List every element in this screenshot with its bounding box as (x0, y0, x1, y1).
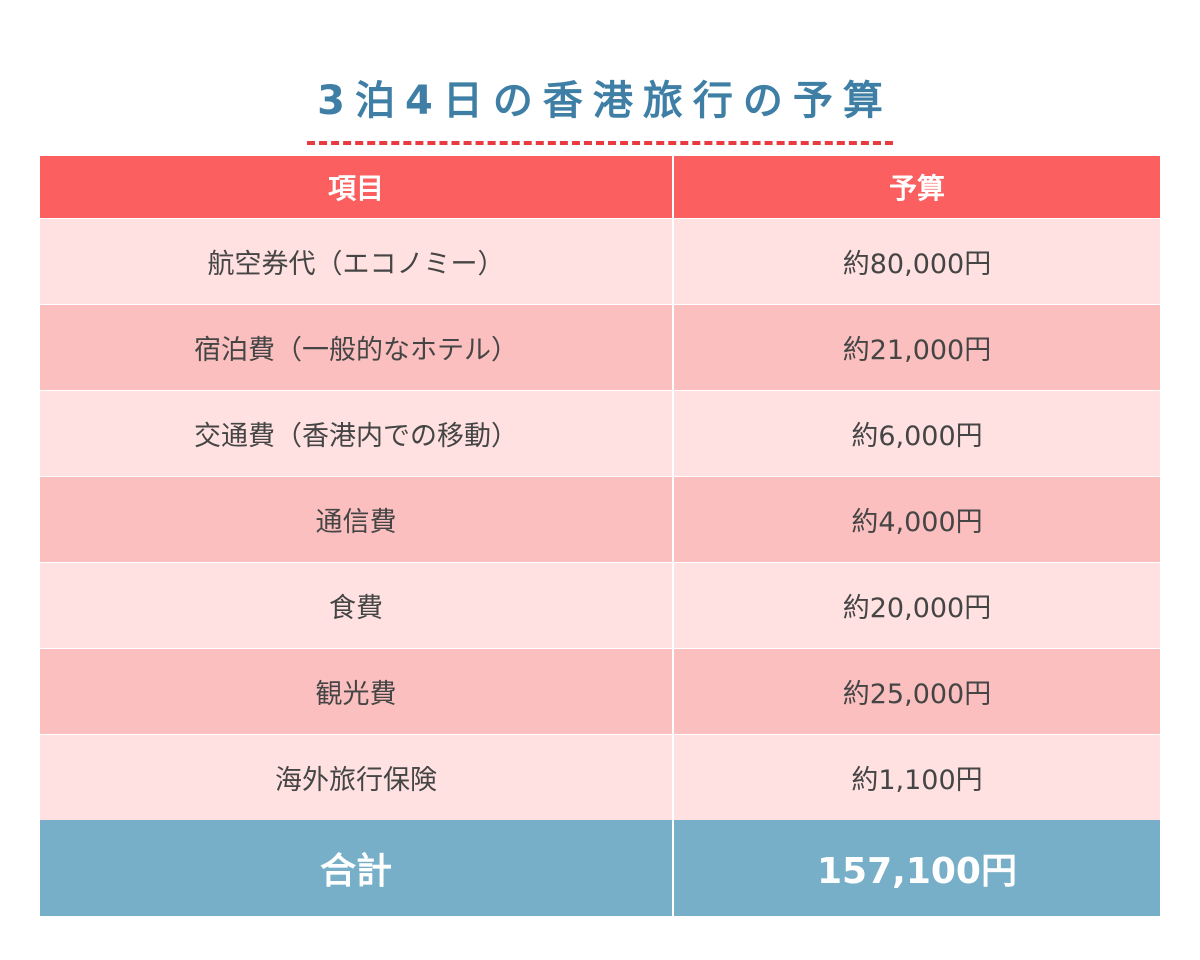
budget-cell: 約21,000円 (672, 304, 1160, 391)
budget-cell: 約20,000円 (672, 562, 1160, 649)
header-budget: 予算 (672, 156, 1160, 219)
total-value: 157,100円 (672, 820, 1160, 916)
table-row: 宿泊費（一般的なホテル） 約21,000円 (40, 304, 1160, 391)
title-container: 3泊4日の香港旅行の予算 (0, 48, 1200, 172)
item-cell: 観光費 (40, 648, 673, 735)
table-row: 通信費 約4,000円 (40, 476, 1160, 563)
item-cell: 通信費 (40, 476, 673, 563)
item-cell: 食費 (40, 562, 673, 649)
budget-cell: 約25,000円 (672, 648, 1160, 735)
budget-cell: 約4,000円 (672, 476, 1160, 563)
item-cell: 海外旅行保険 (40, 734, 673, 820)
total-row: 合計 157,100円 (40, 820, 1160, 916)
header-item: 項目 (40, 156, 673, 219)
page-title: 3泊4日の香港旅行の予算 (307, 75, 893, 145)
budget-cell: 約80,000円 (672, 218, 1160, 305)
table-row: 観光費 約25,000円 (40, 648, 1160, 735)
table-row: 交通費（香港内での移動） 約6,000円 (40, 390, 1160, 477)
table-row: 航空券代（エコノミー） 約80,000円 (40, 218, 1160, 305)
item-cell: 航空券代（エコノミー） (40, 218, 673, 305)
budget-cell: 約1,100円 (672, 734, 1160, 820)
table-row: 食費 約20,000円 (40, 562, 1160, 649)
item-cell: 宿泊費（一般的なホテル） (40, 304, 673, 391)
total-label: 合計 (40, 820, 673, 916)
item-cell: 交通費（香港内での移動） (40, 390, 673, 477)
table-header-row: 項目 予算 (40, 156, 1160, 219)
table-row: 海外旅行保険 約1,100円 (40, 734, 1160, 820)
budget-cell: 約6,000円 (672, 390, 1160, 477)
budget-table: 項目 予算 航空券代（エコノミー） 約80,000円 宿泊費（一般的なホテル） … (40, 156, 1160, 916)
